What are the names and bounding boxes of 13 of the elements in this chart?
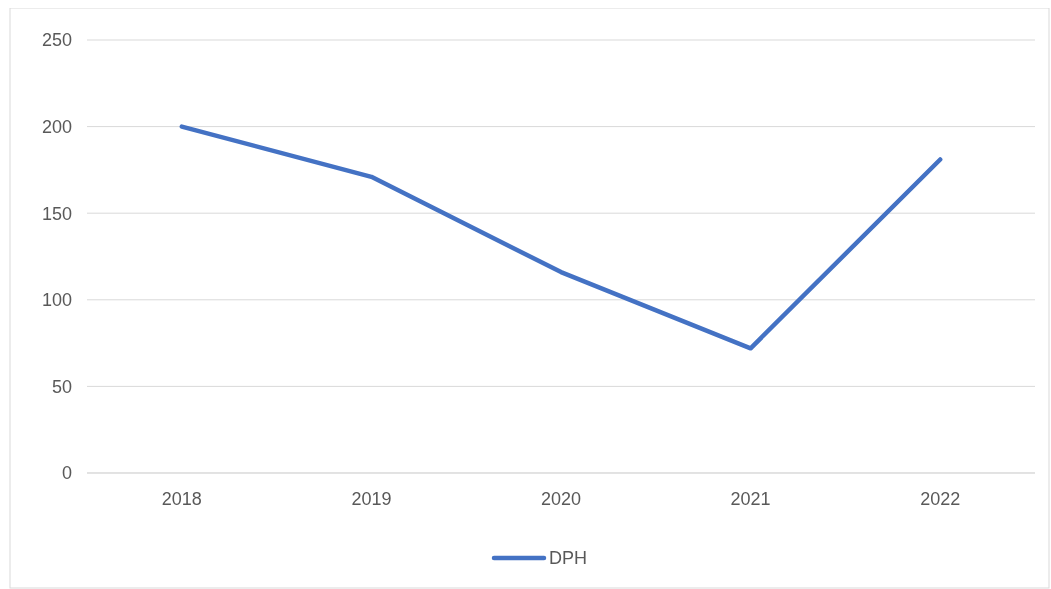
y-tick-label: 50 (51, 376, 72, 397)
x-tick-label: 2021 (730, 489, 771, 509)
x-tick-label: 2022 (920, 489, 961, 509)
y-tick-label: 0 (61, 463, 72, 484)
y-tick-label: 150 (41, 203, 72, 224)
x-tick-label: 2019 (351, 489, 392, 509)
y-tick-label: 250 (41, 30, 72, 51)
line-series (179, 124, 943, 351)
legend-label: DPH (549, 548, 588, 569)
y-tick-label: 200 (41, 116, 72, 137)
y-tick-label: 100 (41, 290, 72, 311)
x-tick-label: 2018 (161, 489, 202, 509)
x-tick-label: 2020 (540, 489, 582, 509)
